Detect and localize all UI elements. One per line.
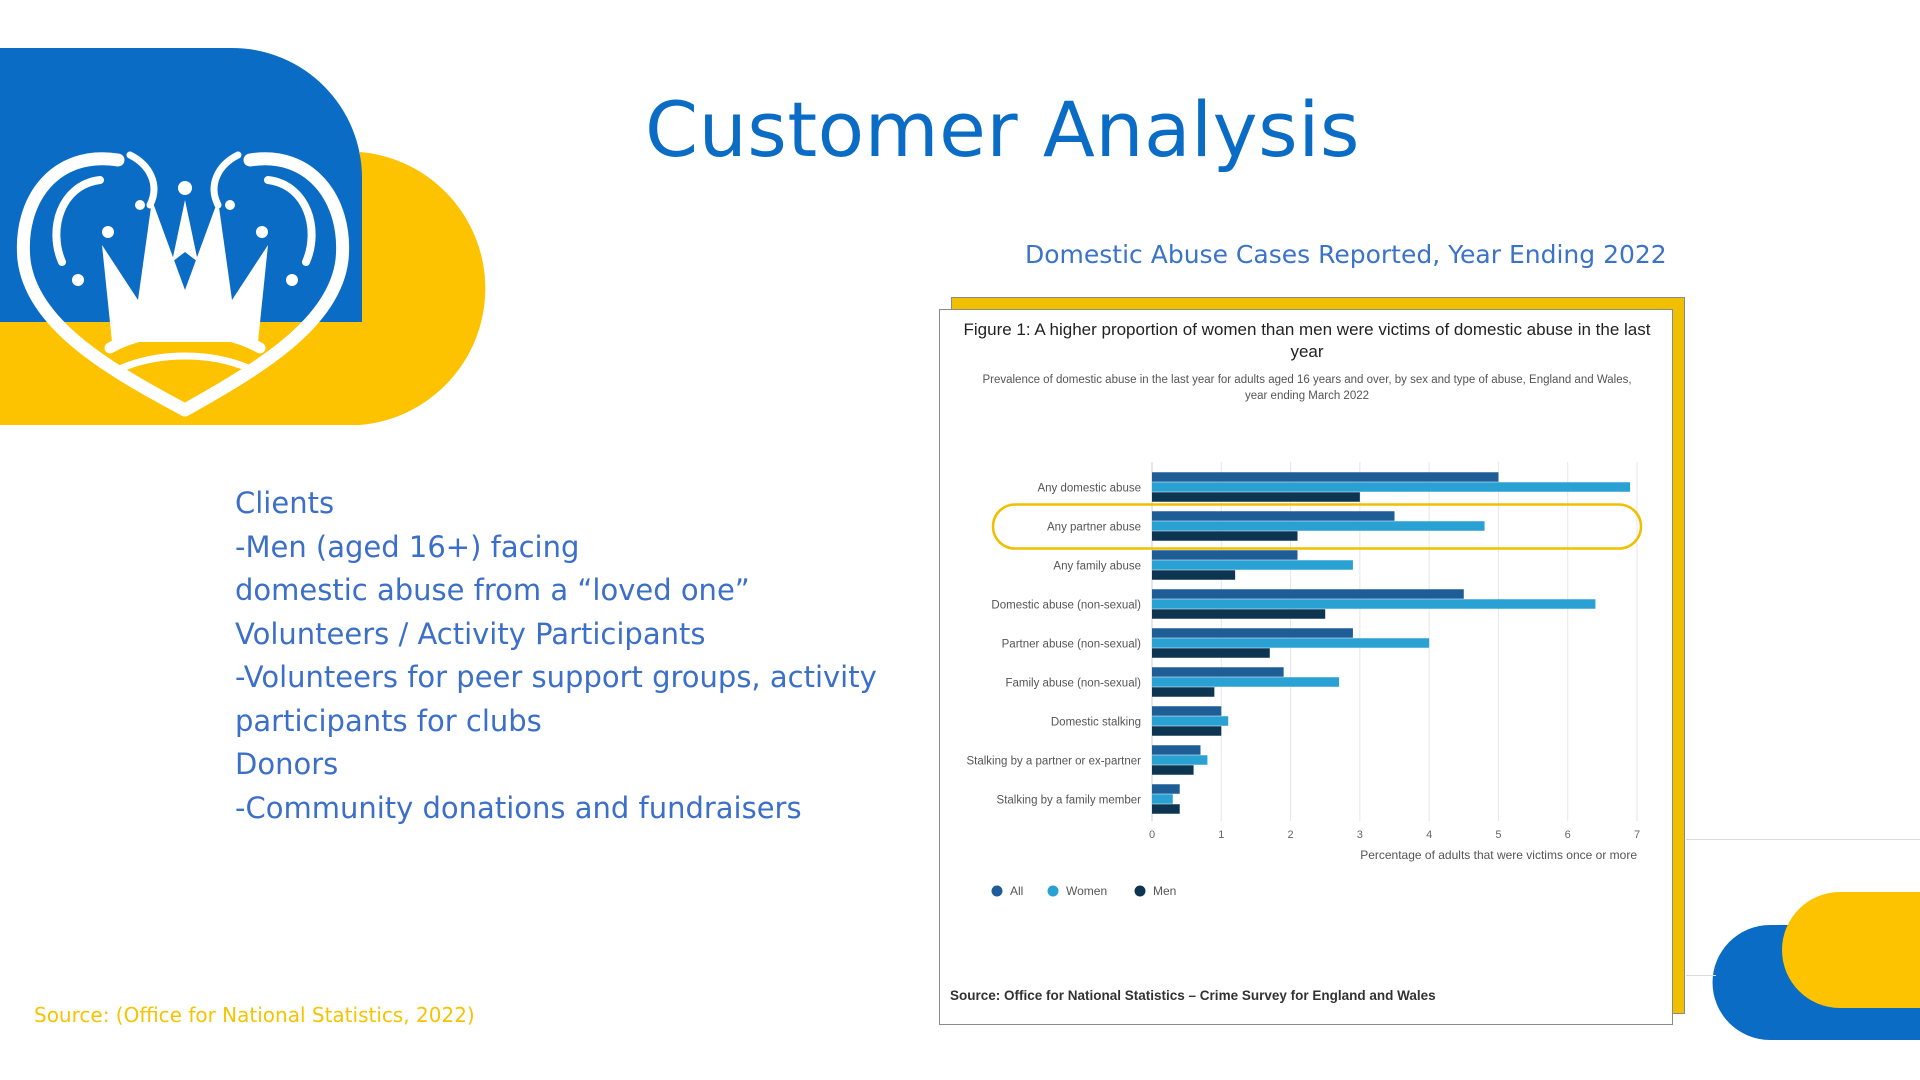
bar-men-1	[1152, 492, 1360, 502]
category-label: Any domestic abuse	[1037, 483, 1141, 495]
bar-women-3	[1152, 560, 1353, 570]
bar-men-3	[1152, 570, 1236, 580]
list-item: Volunteers / Activity Participants	[235, 616, 706, 651]
divider-line	[1686, 839, 1920, 840]
bar-women-5	[1152, 638, 1430, 648]
page-title: Customer Analysis	[645, 85, 1360, 174]
bar-all-4	[1152, 589, 1464, 599]
category-label: Stalking by a family member	[997, 795, 1142, 807]
x-tick-label: 1	[1218, 829, 1224, 841]
bar-women-7	[1152, 716, 1229, 726]
category-label: Stalking by a partner or ex-partner	[966, 756, 1141, 768]
bar-all-5	[1152, 628, 1353, 638]
bar-all-3	[1152, 550, 1298, 560]
legend-label-all: All	[1010, 884, 1023, 898]
bar-all-7	[1152, 706, 1222, 716]
x-axis-title: Percentage of adults that were victims o…	[1360, 848, 1637, 862]
bar-all-2	[1152, 511, 1395, 521]
figure-panel: Figure 1: A higher proportion of women t…	[939, 309, 1673, 1025]
bar-men-2	[1152, 531, 1298, 541]
bar-all-8	[1152, 745, 1201, 755]
bar-women-1	[1152, 482, 1631, 492]
legend-marker-women	[1047, 885, 1059, 897]
bar-women-8	[1152, 755, 1208, 765]
bar-men-9	[1152, 804, 1180, 814]
bar-women-2	[1152, 521, 1485, 531]
list-item: -Volunteers for peer support groups, act…	[235, 660, 877, 694]
list-item: Clients	[235, 486, 335, 520]
bar-women-4	[1152, 599, 1596, 609]
bar-men-4	[1152, 609, 1326, 619]
x-tick-label: 0	[1149, 829, 1155, 841]
charity-logo	[0, 48, 486, 425]
bar-all-6	[1152, 667, 1284, 677]
category-label: Domestic abuse (non-sexual)	[991, 600, 1141, 612]
x-tick-label: 7	[1634, 829, 1640, 841]
bar-men-8	[1152, 765, 1194, 775]
bar-all-9	[1152, 784, 1180, 794]
divider-line	[1686, 975, 1716, 976]
bar-men-6	[1152, 687, 1215, 697]
category-label: Any family abuse	[1053, 561, 1141, 573]
list-item: -Men (aged 16+) facing	[235, 529, 580, 564]
category-label: Domestic stalking	[1051, 717, 1141, 729]
bar-chart: 0 1 2 3 4 5 6 7 Any domestic abuse Any partner ab…	[966, 462, 1643, 898]
list-item: Donors	[235, 747, 339, 781]
bar-all-1	[1152, 472, 1499, 482]
category-label: Family abuse (non-sexual)	[1005, 678, 1141, 690]
legend-label-women: Women	[1066, 884, 1107, 898]
x-tick-label: 5	[1495, 829, 1501, 841]
category-label: Any partner abuse	[1047, 522, 1141, 534]
x-tick-label: 2	[1288, 829, 1294, 841]
list-item: participants for clubs	[235, 703, 542, 738]
x-tick-label: 4	[1426, 829, 1432, 841]
chart-subtitle: Prevalence of domestic abuse in the last…	[982, 374, 1632, 402]
list-item: -Community donations and fundraisers	[235, 790, 802, 825]
legend-marker-all	[991, 885, 1003, 897]
legend-marker-men	[1134, 885, 1146, 897]
chart-heading: Domestic Abuse Cases Reported, Year Endi…	[1025, 240, 1667, 269]
audience-list: Clients -Men (aged 16+) facing domestic …	[235, 482, 877, 830]
x-tick-label: 3	[1357, 829, 1363, 841]
bar-women-9	[1152, 794, 1173, 804]
corner-decoration	[1712, 892, 1920, 1040]
bar-men-5	[1152, 648, 1270, 658]
source-note: Source: (Office for National Statistics,…	[34, 1003, 475, 1027]
bar-women-6	[1152, 677, 1340, 687]
bar-men-7	[1152, 726, 1222, 736]
legend-label-men: Men	[1153, 884, 1176, 898]
x-tick-label: 6	[1565, 829, 1571, 841]
list-item: domestic abuse from a “loved one”	[235, 573, 750, 607]
chart-source: Source: Office for National Statistics –…	[950, 988, 1436, 1003]
category-label: Partner abuse (non-sexual)	[1002, 639, 1142, 651]
highlight-outline	[991, 503, 1643, 550]
chart-title: Figure 1: A higher proportion of women t…	[963, 320, 1651, 361]
